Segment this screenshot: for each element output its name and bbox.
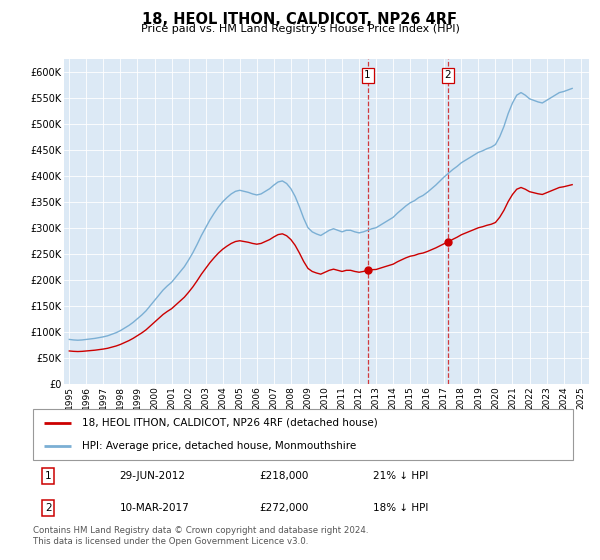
Text: 2: 2 [445,70,451,80]
Text: 21% ↓ HPI: 21% ↓ HPI [373,471,428,481]
Text: 18, HEOL ITHON, CALDICOT, NP26 4RF: 18, HEOL ITHON, CALDICOT, NP26 4RF [143,12,458,27]
Text: Price paid vs. HM Land Registry's House Price Index (HPI): Price paid vs. HM Land Registry's House … [140,24,460,34]
Text: 18% ↓ HPI: 18% ↓ HPI [373,503,428,513]
Text: 10-MAR-2017: 10-MAR-2017 [119,503,189,513]
Text: 1: 1 [364,70,371,80]
Text: 29-JUN-2012: 29-JUN-2012 [119,471,185,481]
FancyBboxPatch shape [33,409,573,460]
Text: 1: 1 [45,471,52,481]
Text: HPI: Average price, detached house, Monmouthshire: HPI: Average price, detached house, Monm… [82,441,356,451]
Text: 18, HEOL ITHON, CALDICOT, NP26 4RF (detached house): 18, HEOL ITHON, CALDICOT, NP26 4RF (deta… [82,418,377,428]
Text: 2: 2 [45,503,52,513]
Text: £272,000: £272,000 [260,503,309,513]
Text: £218,000: £218,000 [260,471,309,481]
Text: Contains HM Land Registry data © Crown copyright and database right 2024.
This d: Contains HM Land Registry data © Crown c… [33,526,368,546]
